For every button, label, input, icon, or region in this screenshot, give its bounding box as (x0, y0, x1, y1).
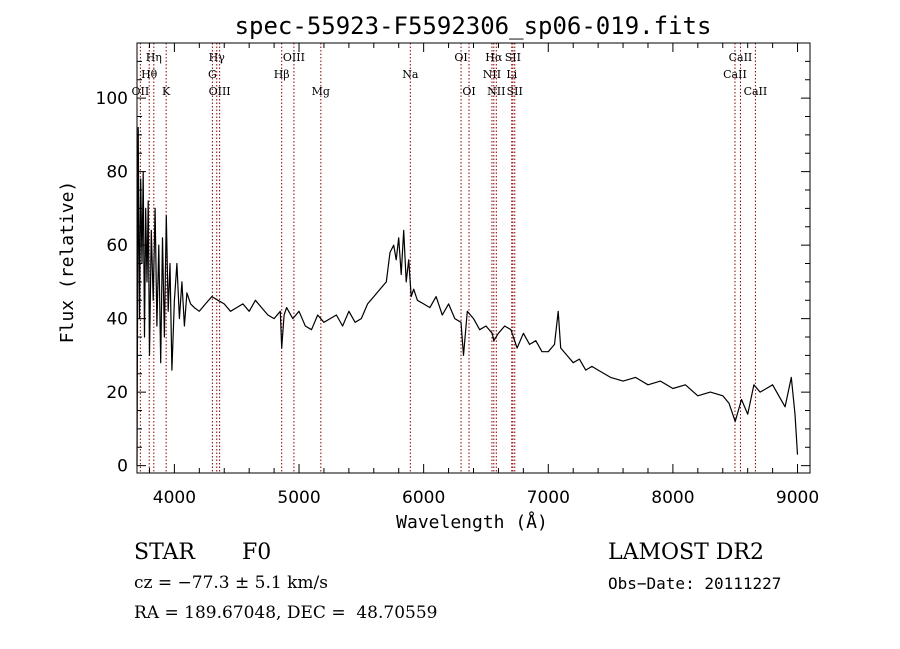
line-label: SII (505, 51, 521, 64)
line-label: Hθ (141, 68, 158, 81)
line-label: CaII (723, 68, 747, 81)
y-tick-label: 40 (106, 310, 128, 330)
line-label: Hη (146, 51, 162, 64)
spectral-line-markers (139, 43, 756, 473)
line-label: OIII (209, 85, 231, 98)
line-label: Hα (485, 51, 503, 64)
y-tick-label: 0 (117, 457, 128, 477)
line-label: Hγ (209, 51, 226, 64)
redshift-cz: cz = −77.3 ± 5.1 km/s (134, 573, 328, 593)
x-tick-label: 9000 (776, 488, 819, 508)
x-tick-label: 5000 (277, 488, 320, 508)
y-tick-label: 20 (106, 383, 128, 403)
line-label: OI (454, 51, 467, 64)
line-label: Mg (312, 85, 330, 98)
line-label: Li (506, 68, 517, 81)
object-subclass: F0 (242, 540, 272, 565)
x-tick-label: 8000 (651, 488, 694, 508)
line-label: G (208, 68, 217, 81)
line-label: Na (402, 68, 419, 81)
x-axis-label: Wavelength (Å) (396, 511, 548, 533)
line-label: OI (462, 85, 475, 98)
y-tick-label: 80 (106, 163, 128, 183)
line-label: CaII (744, 85, 768, 98)
y-tick-label: 60 (106, 236, 128, 256)
observation-date: Obs−Date: 20111227 (608, 574, 782, 593)
y-tick-label: 100 (96, 89, 128, 109)
line-label: OII (132, 85, 150, 98)
line-label: CaII (729, 51, 753, 64)
spectrum-line (136, 126, 799, 466)
chart-title: spec-55923-F5592306_sp06-019.fits (235, 12, 712, 40)
coordinates-ra-dec: RA = 189.67048, DEC = 48.70559 (134, 603, 438, 623)
object-class: STAR (134, 540, 195, 565)
survey-release: LAMOST DR2 (608, 540, 764, 565)
x-tick-label: 7000 (527, 488, 570, 508)
line-label: OIII (283, 51, 305, 64)
line-label: K (162, 85, 171, 98)
x-tick-label: 6000 (402, 488, 445, 508)
line-label: NII (487, 85, 505, 98)
line-label: Hβ (274, 68, 290, 81)
y-axis-label: Flux (relative) (57, 181, 78, 344)
line-label: SII (507, 85, 523, 98)
x-axis: 4000 5000 6000 7000 8000 9000 (148, 43, 819, 508)
line-label: NII (483, 68, 501, 81)
y-axis: 0 20 40 60 80 100 (96, 60, 810, 477)
plot-frame (136, 42, 811, 474)
x-tick-label: 4000 (153, 488, 196, 508)
